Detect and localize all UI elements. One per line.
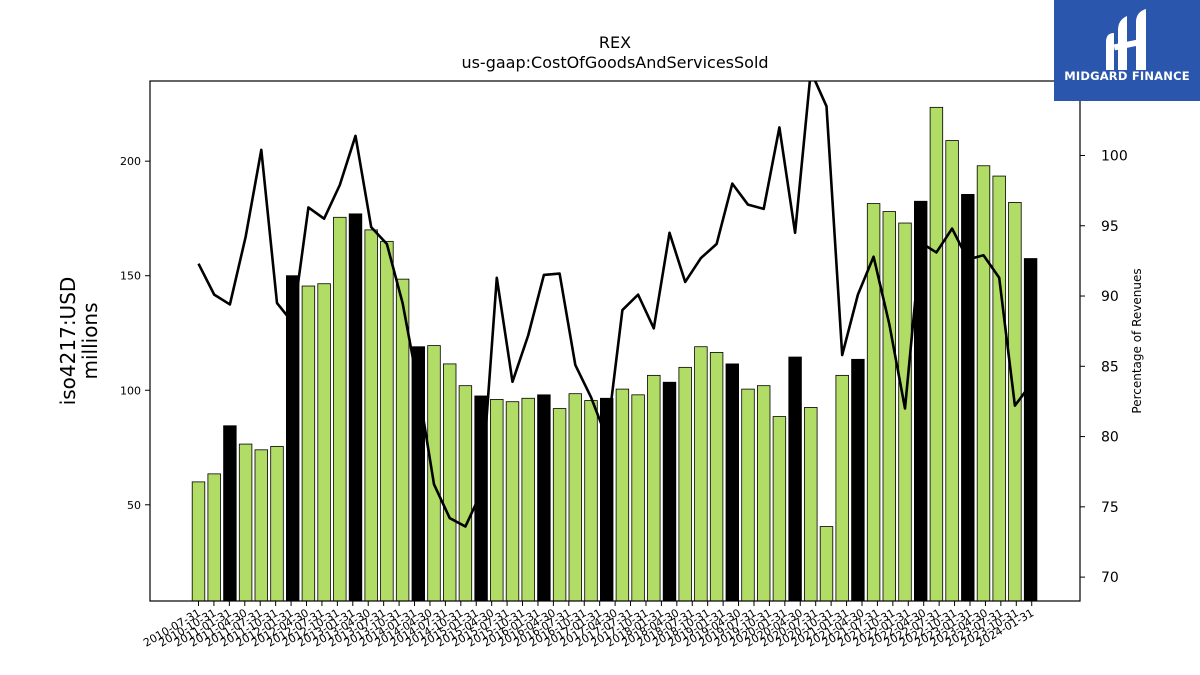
right-tick-label: 90 xyxy=(1101,289,1119,305)
bar xyxy=(505,401,520,601)
right-tick-label: 70 xyxy=(1101,570,1119,586)
bar xyxy=(725,363,740,601)
bar xyxy=(348,213,363,601)
bar xyxy=(285,275,300,601)
right-tick-label: 100 xyxy=(1101,148,1128,164)
right-tick-label: 85 xyxy=(1101,359,1119,375)
bar xyxy=(945,140,959,601)
right-tick-label: 95 xyxy=(1101,219,1119,235)
bar xyxy=(270,445,284,601)
bar xyxy=(757,385,771,601)
bar xyxy=(992,175,1006,601)
bar xyxy=(851,358,865,601)
bar xyxy=(929,106,944,601)
bar xyxy=(898,222,912,601)
bar xyxy=(490,399,504,601)
percentage-line xyxy=(197,81,1032,528)
bar xyxy=(835,374,849,601)
bar xyxy=(238,443,253,601)
left-tick-label: 50 xyxy=(127,499,141,512)
bar xyxy=(914,200,928,601)
bar xyxy=(317,283,331,601)
bar xyxy=(442,363,457,601)
bar xyxy=(1023,258,1038,601)
bar xyxy=(584,400,598,601)
bar xyxy=(662,381,677,601)
bar xyxy=(254,449,269,601)
brand-name: MIDGARD FINANCE xyxy=(1064,69,1190,83)
bar xyxy=(458,385,473,601)
bar xyxy=(804,407,818,601)
bar xyxy=(961,193,975,601)
left-tick-label: 150 xyxy=(120,270,141,283)
left-tick-label: 200 xyxy=(120,155,141,168)
midgard-m-logo-icon xyxy=(1106,9,1146,70)
bar xyxy=(552,408,567,601)
bar xyxy=(364,229,378,601)
bar xyxy=(976,165,991,601)
right-y-axis: 70 75 80 85 90 95 100 xyxy=(1080,148,1128,586)
right-tick-label: 75 xyxy=(1101,500,1119,516)
chart-subtitle: us-gaap:CostOfGoodsAndServicesSold xyxy=(461,53,768,72)
bar xyxy=(882,211,897,601)
bar xyxy=(694,346,708,601)
bar xyxy=(631,394,645,601)
bar xyxy=(207,473,221,601)
x-axis: 2010-07-312010-10-312011-01-312011-04-30… xyxy=(141,601,1036,650)
chart-title: REX xyxy=(599,33,631,52)
bar xyxy=(333,216,347,601)
right-axis-label: Percentage of Revenues xyxy=(1130,268,1144,413)
bar xyxy=(568,393,583,601)
line-series xyxy=(197,81,1032,528)
left-tick-label: 100 xyxy=(120,384,141,397)
bar xyxy=(819,526,834,601)
bar xyxy=(380,240,394,601)
bar xyxy=(647,374,661,601)
bar xyxy=(709,352,724,601)
bar xyxy=(772,416,787,601)
bar xyxy=(678,366,692,601)
bar xyxy=(301,285,316,601)
bar xyxy=(866,203,881,601)
bar xyxy=(788,356,802,601)
right-tick-label: 80 xyxy=(1101,430,1119,446)
bar xyxy=(537,394,551,601)
bar xyxy=(521,397,535,601)
bar xyxy=(741,388,755,601)
brand-logo: MIDGARD FINANCE xyxy=(1054,0,1200,101)
bar xyxy=(427,345,441,601)
bar xyxy=(191,481,206,601)
left-y-axis: 50 100 150 200 xyxy=(120,155,150,512)
bar xyxy=(615,388,630,601)
bar xyxy=(223,425,237,601)
bar xyxy=(395,278,410,601)
left-axis-label: iso4217:USDmillions xyxy=(56,277,102,406)
